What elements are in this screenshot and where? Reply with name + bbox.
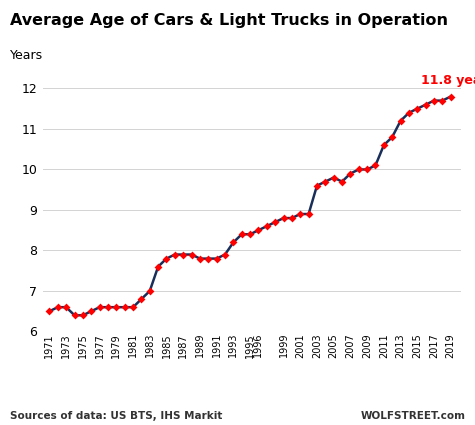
Point	[271, 219, 279, 226]
Text: Years: Years	[10, 49, 43, 62]
Point	[347, 170, 354, 177]
Point	[305, 211, 313, 218]
Point	[87, 308, 95, 314]
Point	[229, 239, 237, 246]
Point	[255, 227, 262, 234]
Point	[238, 231, 246, 238]
Point	[405, 109, 413, 116]
Point	[389, 133, 396, 140]
Point	[196, 255, 204, 262]
Point	[46, 308, 53, 314]
Point	[221, 251, 229, 258]
Point	[104, 304, 112, 311]
Point	[96, 304, 104, 311]
Point	[113, 304, 120, 311]
Point	[430, 97, 438, 104]
Point	[363, 166, 371, 173]
Point	[280, 215, 287, 221]
Point	[263, 223, 271, 230]
Point	[54, 304, 62, 311]
Point	[355, 166, 362, 173]
Point	[296, 211, 304, 218]
Point	[330, 174, 337, 181]
Point	[204, 255, 212, 262]
Point	[338, 178, 346, 185]
Point	[397, 117, 404, 124]
Text: WOLFSTREET.com: WOLFSTREET.com	[361, 411, 466, 421]
Point	[79, 312, 86, 319]
Point	[188, 251, 195, 258]
Point	[288, 215, 295, 221]
Point	[146, 288, 153, 295]
Point	[322, 178, 329, 185]
Point	[154, 264, 162, 270]
Point	[380, 142, 388, 149]
Point	[422, 101, 429, 108]
Text: 11.8 years: 11.8 years	[421, 74, 475, 88]
Point	[438, 97, 446, 104]
Point	[162, 255, 170, 262]
Point	[138, 296, 145, 303]
Point	[371, 162, 379, 169]
Point	[129, 304, 137, 311]
Point	[71, 312, 78, 319]
Point	[180, 251, 187, 258]
Point	[213, 255, 220, 262]
Point	[62, 304, 70, 311]
Point	[246, 231, 254, 238]
Point	[447, 93, 455, 100]
Point	[171, 251, 179, 258]
Point	[413, 105, 421, 112]
Text: Average Age of Cars & Light Trucks in Operation: Average Age of Cars & Light Trucks in Op…	[10, 13, 447, 28]
Point	[313, 182, 321, 189]
Point	[121, 304, 128, 311]
Text: Sources of data: US BTS, IHS Markit: Sources of data: US BTS, IHS Markit	[10, 411, 222, 421]
